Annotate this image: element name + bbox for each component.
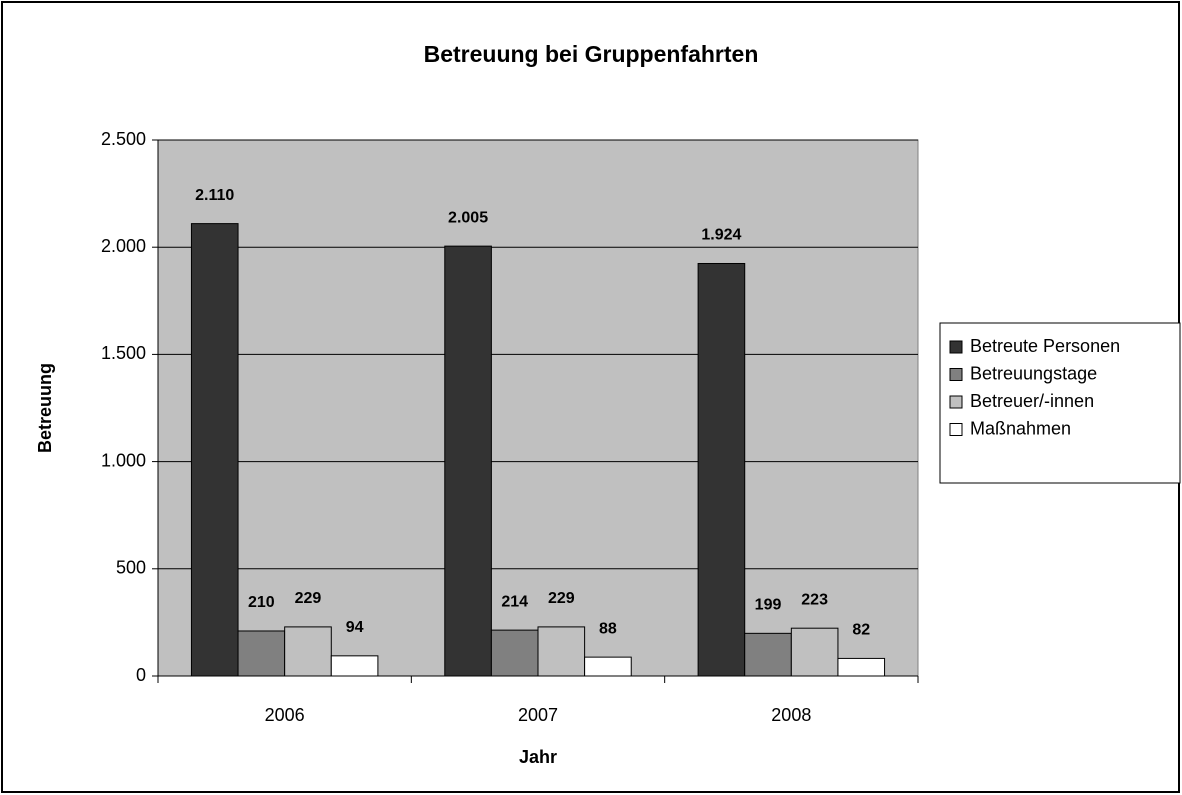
- bar: [190, 223, 239, 677]
- legend-label: Betreuer/-innen: [970, 391, 1094, 411]
- bar: [697, 262, 746, 677]
- bar: [330, 655, 379, 677]
- y-tick-label: 1.000: [101, 450, 146, 470]
- value-label: 199: [755, 597, 782, 614]
- value-label: 229: [295, 590, 322, 607]
- bar: [237, 630, 286, 677]
- legend-label: Betreute Personen: [970, 336, 1120, 356]
- x-axis-label: Jahr: [519, 747, 557, 767]
- bar: [584, 656, 632, 677]
- bar: [444, 245, 492, 677]
- value-label: 82: [852, 622, 870, 639]
- value-label: 88: [599, 620, 617, 637]
- value-label: 2.110: [195, 187, 234, 204]
- legend-swatch: [949, 423, 963, 436]
- y-tick-label: 0: [136, 665, 146, 685]
- x-tick-label: 2006: [265, 705, 305, 725]
- legend-label: Betreuungstage: [970, 363, 1097, 383]
- y-tick-label: 2.000: [101, 236, 146, 256]
- bar: [284, 626, 332, 677]
- value-label: 2.005: [448, 209, 488, 226]
- bar: [744, 632, 792, 677]
- y-tick-label: 1.500: [101, 343, 146, 363]
- y-tick-label: 2.500: [101, 129, 146, 149]
- bar: [790, 627, 839, 677]
- legend-box: [939, 322, 1181, 484]
- y-axis-label: Betreuung: [35, 363, 55, 453]
- plot-area: [157, 139, 919, 677]
- x-tick-label: 2008: [771, 705, 811, 725]
- value-label: 1.924: [701, 227, 741, 244]
- value-label: 214: [501, 593, 528, 610]
- value-label: 210: [248, 594, 275, 611]
- bar: [837, 657, 886, 677]
- value-label: 94: [346, 619, 364, 636]
- bar: [537, 626, 586, 677]
- chart-title: Betreuung bei Gruppenfahrten: [424, 41, 759, 67]
- legend-label: Maßnahmen: [970, 418, 1071, 438]
- x-tick-label: 2007: [518, 705, 558, 725]
- legend-swatch: [949, 368, 963, 381]
- legend-swatch: [949, 340, 963, 354]
- value-label: 229: [548, 590, 575, 607]
- value-label: 223: [801, 591, 828, 608]
- y-tick-label: 500: [116, 558, 146, 578]
- bar: [490, 629, 539, 677]
- legend-swatch: [949, 395, 963, 409]
